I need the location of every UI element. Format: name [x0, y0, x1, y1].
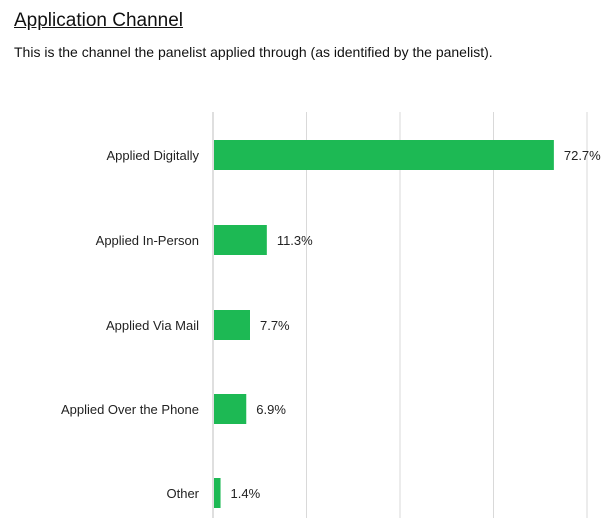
category-label: Applied Over the Phone [61, 402, 199, 417]
data-label: 7.7% [260, 318, 290, 333]
category-label: Applied In-Person [96, 233, 199, 248]
category-label: Other [166, 486, 199, 501]
category-label: Applied Via Mail [106, 318, 199, 333]
data-label: 72.7% [564, 148, 601, 163]
data-label: 6.9% [256, 402, 286, 417]
chart-subtitle: This is the channel the panelist applied… [14, 44, 493, 60]
chart-title: Application Channel [14, 10, 184, 31]
category-label: Applied Digitally [107, 148, 200, 163]
bar [214, 140, 554, 170]
bar [214, 310, 250, 340]
data-label: 11.3% [277, 233, 313, 248]
bar [214, 225, 267, 255]
data-label: 1.4% [231, 486, 261, 501]
bar [214, 394, 247, 424]
bar [214, 478, 221, 508]
